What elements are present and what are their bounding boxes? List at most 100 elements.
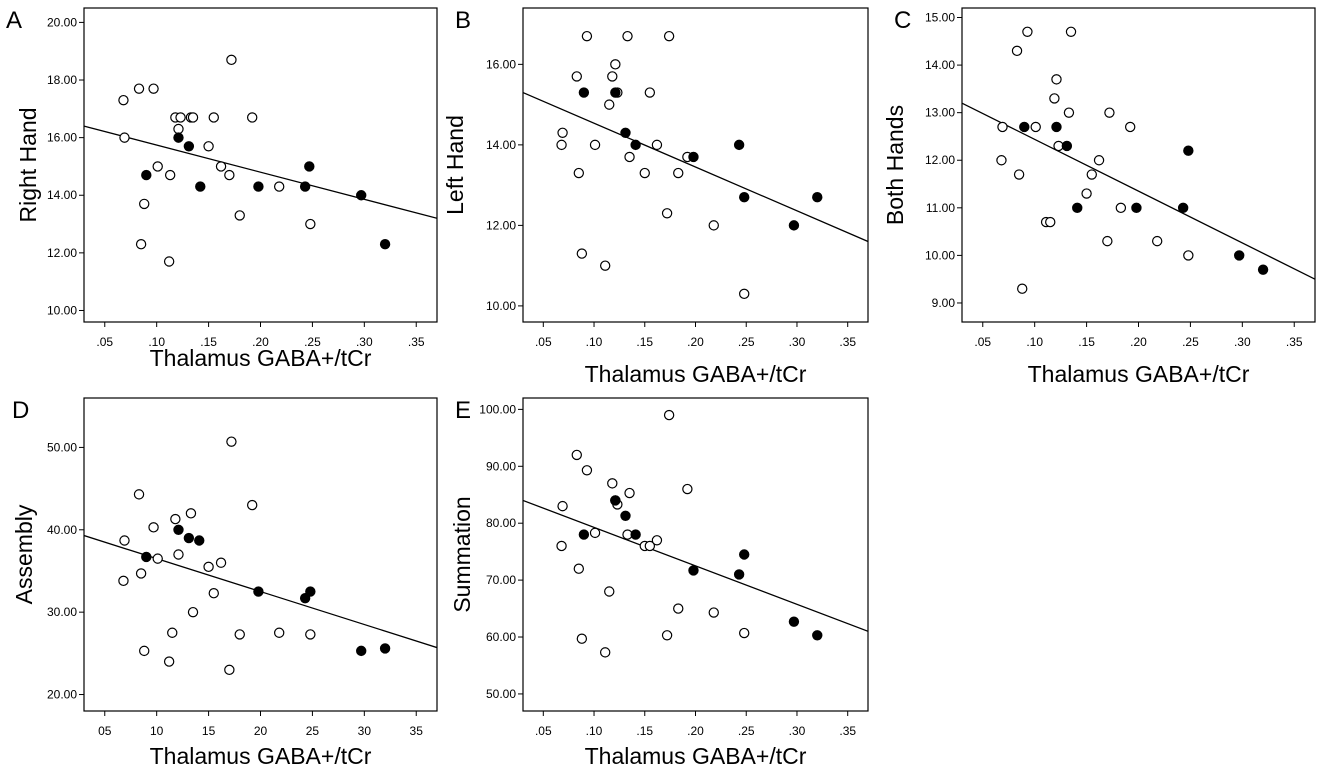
x-axis-title: Thalamus GABA+/tCr [585, 743, 807, 769]
data-point-open [164, 169, 176, 181]
y-tick-label: 14.00 [925, 58, 955, 72]
x-tick-label: .15 [200, 335, 217, 349]
data-point-open [589, 139, 601, 151]
data-point-filled [733, 139, 745, 151]
y-axis-title: Both Hands [882, 105, 908, 225]
data-point-filled [812, 630, 823, 641]
data-point-open [673, 167, 684, 179]
data-point-filled [610, 495, 621, 506]
data-point-open [599, 647, 611, 658]
panel-letter: A [6, 7, 22, 34]
data-point-filled [304, 161, 315, 172]
data-point-open [1017, 283, 1028, 294]
x-tick-label: .25 [738, 724, 755, 738]
x-tick-label: .05 [974, 335, 991, 349]
data-point-filled [630, 529, 641, 540]
y-tick-label: 30.00 [47, 605, 77, 619]
data-point-open [651, 535, 663, 546]
data-point-open [152, 161, 163, 172]
data-point-open [1030, 121, 1041, 133]
data-point-filled [1183, 145, 1194, 156]
x-tick-label: .20 [1130, 335, 1147, 349]
data-point-filled [299, 181, 311, 192]
x-tick-label: .30 [1234, 335, 1251, 349]
y-tick-label: 100.00 [479, 402, 516, 416]
data-point-filled [1061, 140, 1073, 152]
data-point-open [273, 181, 285, 192]
x-tick-label: .35 [408, 335, 425, 349]
data-point-open [573, 167, 585, 179]
y-tick-label: 10.00 [925, 248, 955, 262]
x-tick-label: .35 [1286, 335, 1303, 349]
y-tick-label: 14.00 [486, 138, 516, 152]
data-point-open [1183, 250, 1194, 261]
data-point-filled [1257, 264, 1269, 275]
x-tick-label: .10 [1026, 335, 1043, 349]
fit-line [523, 91, 868, 243]
data-point-open [556, 540, 567, 552]
data-point-open [185, 508, 197, 519]
data-point-open [571, 449, 582, 461]
y-tick-label: 70.00 [486, 573, 516, 587]
x-tick-label: .20 [687, 724, 704, 738]
data-point-open [1065, 26, 1077, 37]
panel-c: .05 .10 .15 .20 .25 .30 .35 9.00 10.00 11.00 12.00… [882, 7, 1316, 387]
data-point-open [119, 132, 130, 143]
x-tick-label: 20 [254, 724, 268, 738]
plot-frame [522, 397, 869, 712]
data-point-filled [1131, 202, 1142, 214]
y-tick-label: 13.00 [925, 106, 955, 120]
x-axis-title: Thalamus GABA+/tCr [150, 345, 372, 371]
data-point-open [682, 483, 693, 495]
panel-letter: D [12, 397, 29, 424]
data-point-open [234, 629, 245, 640]
data-point-open [1093, 155, 1105, 166]
data-point-open [622, 30, 633, 42]
x-tick-label: .05 [535, 335, 552, 349]
data-point-open [661, 208, 673, 219]
data-point-open [573, 563, 585, 574]
fit-line [962, 102, 1315, 280]
data-point-open [1045, 216, 1056, 228]
data-point-filled [578, 87, 590, 98]
data-point-open [576, 633, 588, 644]
data-point-open [589, 527, 601, 539]
data-point-open [173, 123, 184, 135]
data-point-open [644, 87, 656, 98]
data-point-open [148, 83, 159, 94]
panel-a: .05 .10 .15 .20 .25 .30 .35 10.00 12.00 14.00 16.0… [6, 7, 438, 371]
fit-line [84, 125, 437, 219]
x-tick-label: .15 [1078, 335, 1095, 349]
data-point-filled [739, 192, 750, 203]
x-tick-label: .05 [96, 335, 113, 349]
data-point-open [167, 627, 178, 638]
data-point-open [1013, 169, 1025, 180]
data-point-filled [1177, 202, 1189, 214]
data-point-open [208, 588, 219, 599]
panel-b: .05 .10 .15 .20 .25 .30 .35 10.00 12.00 14.00 16.0… [442, 7, 869, 387]
data-point-open [581, 30, 593, 42]
data-point-open [203, 141, 214, 152]
data-point-open [673, 603, 684, 614]
data-point-open [187, 112, 199, 123]
data-point-open [1011, 45, 1023, 57]
data-point-filled [183, 141, 195, 152]
panel-letter: E [455, 397, 471, 424]
data-point-open [1151, 235, 1163, 247]
x-tick-label: .10 [586, 335, 603, 349]
y-tick-label: 14.00 [47, 188, 77, 202]
data-point-open [739, 288, 750, 300]
x-tick-label: 10 [150, 724, 164, 738]
y-tick-label: 20.00 [47, 688, 77, 702]
y-axis-title: Summation [449, 496, 475, 612]
data-point-filled [733, 569, 745, 580]
y-tick-label: 90.00 [486, 459, 516, 473]
data-point-filled [688, 565, 699, 576]
y-tick-label: 11.00 [926, 201, 955, 215]
data-point-open [118, 94, 129, 106]
data-point-filled [788, 220, 800, 231]
y-axis-title: Left Hand [442, 115, 468, 215]
data-point-filled [379, 239, 391, 250]
x-tick-label: .25 [738, 335, 755, 349]
data-point-open [203, 561, 214, 573]
